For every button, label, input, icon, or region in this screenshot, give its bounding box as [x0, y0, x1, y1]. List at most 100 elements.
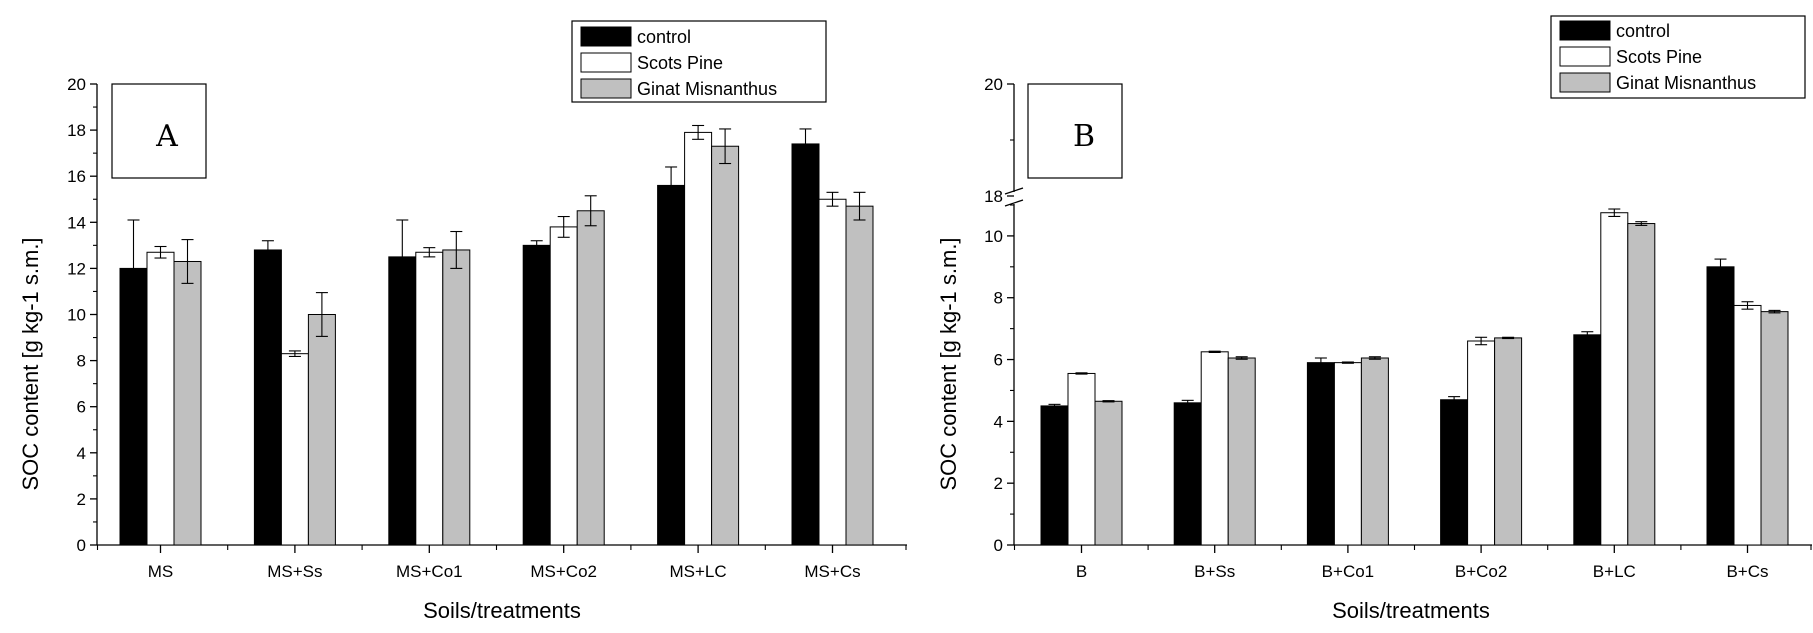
error-bar-ginat-misnanthus-ms-co1 [450, 230, 463, 269]
bar-ginat-misnanthus-b-co2 [1494, 337, 1523, 546]
error-bar-control-ms-cs [799, 128, 812, 160]
error-bar-ginat-misnanthus-b-cs [1768, 309, 1781, 314]
panel-b-bars [1040, 212, 1789, 546]
category-label-ms-lc: MS+LC [670, 562, 727, 581]
bar-control-ms-co1 [388, 256, 417, 546]
legend-label-control: control [637, 27, 691, 47]
bar-scots-pine-b-cs [1733, 304, 1762, 546]
category-label-ms-co2: MS+Co2 [530, 562, 597, 581]
error-bar-ginat-misnanthus-ms-ss [315, 292, 328, 337]
chart-panel-b: B SOC content [g kg-1 s.m.] Soils/treatm… [936, 15, 1812, 623]
bar-scots-pine-ms-co1 [415, 251, 444, 546]
panel-b-x-ticks [1013, 545, 1812, 553]
error-bar-scots-pine-ms-lc [692, 124, 705, 140]
bar-scots-pine-ms-ss [280, 353, 309, 546]
y-tick-label: 2 [994, 474, 1003, 493]
y-tick-label: 20 [67, 75, 86, 94]
legend-label-scots-pine: Scots Pine [637, 53, 723, 73]
y-tick-label: 10 [67, 306, 86, 325]
panel-a-category-labels: MS MS+Ss MS+Co1 MS+Co2 MS+LC MS+Cs [148, 562, 861, 581]
panel-a-error-bars [127, 124, 866, 358]
bar-ginat-misnanthus-ms-cs [845, 205, 874, 546]
bar-scots-pine-ms-lc [684, 131, 713, 546]
bar-ginat-misnanthus-b [1094, 400, 1123, 546]
bar-scots-pine-ms-co2 [549, 226, 578, 546]
category-label-b-cs: B+Cs [1726, 562, 1768, 581]
bar-control-ms-lc [657, 184, 686, 546]
error-bar-ginat-misnanthus-b-co1 [1368, 356, 1381, 360]
category-label-b-ss: B+Ss [1194, 562, 1235, 581]
bar-control-ms-co2 [522, 244, 551, 546]
panel-a-label: A [155, 119, 178, 154]
panel-a-x-axis [96, 544, 907, 553]
error-bar-scots-pine-b-cs [1741, 301, 1754, 310]
bar-scots-pine-b-ss [1200, 351, 1229, 546]
y-tick-label: 2 [77, 490, 86, 509]
y-tick-label: 20 [984, 75, 1003, 94]
panel-a-label-box [111, 83, 207, 179]
panel-a-y-ticks: 0 2 4 6 8 10 12 14 16 18 20 [67, 75, 97, 555]
error-bar-control-ms-co2 [530, 240, 543, 251]
error-bar-ginat-misnanthus-ms-lc [719, 128, 732, 165]
bar-ginat-misnanthus-ms-co1 [442, 249, 471, 546]
y-tick-label: 4 [77, 444, 86, 463]
bar-scots-pine-ms-cs [818, 198, 847, 546]
bar-ginat-misnanthus-ms-lc [711, 145, 740, 546]
chart-panel-a: A SOC content [g kg-1 s.m.] Soils/treatm… [18, 20, 907, 623]
bar-control-b-ss [1173, 402, 1202, 546]
legend-swatch-ginat-misnanthus [1559, 72, 1611, 93]
bar-control-ms-ss [253, 249, 282, 546]
panel-b-x-axis [1013, 544, 1812, 553]
y-tick-label: 14 [67, 213, 86, 232]
axis-break-stroke-upper [1004, 187, 1024, 195]
panel-b-error-bars [1048, 208, 1781, 409]
bar-ginat-misnanthus-ms-co2 [576, 210, 605, 546]
category-label-b-co2: B+Co2 [1455, 562, 1507, 581]
y-tick-label: 10 [984, 227, 1003, 246]
panel-b-legend: control Scots Pine Ginat Misnanthus [1550, 15, 1806, 99]
y-tick-label: 0 [77, 536, 86, 555]
error-bar-control-b-ss [1181, 399, 1194, 406]
error-bar-ginat-misnanthus-b-ss [1235, 356, 1248, 360]
error-bar-ginat-misnanthus-b-lc [1635, 221, 1648, 226]
bar-ginat-misnanthus-b-co1 [1360, 357, 1389, 546]
category-label-ms-ss: MS+Ss [267, 562, 322, 581]
error-bar-scots-pine-ms-co2 [557, 215, 570, 238]
panel-a-x-ticks [96, 545, 907, 553]
bar-control-b [1040, 405, 1069, 546]
error-bar-control-b-co1 [1314, 357, 1327, 368]
bar-control-ms [119, 267, 148, 546]
bar-scots-pine-b-lc [1600, 212, 1629, 546]
bar-ginat-misnanthus-b-cs [1760, 311, 1789, 546]
legend-swatch-ginat-misnanthus [580, 78, 632, 99]
bar-scots-pine-b-co2 [1467, 340, 1496, 546]
y-tick-label: 6 [77, 398, 86, 417]
error-bar-scots-pine-b [1075, 372, 1088, 375]
error-bar-control-b [1048, 403, 1061, 409]
legend-swatch-scots-pine [580, 52, 632, 73]
bar-ginat-misnanthus-ms-ss [307, 314, 336, 546]
panel-b-x-axis-title: Soils/treatments [1332, 598, 1490, 623]
panel-b-label-box [1027, 83, 1123, 179]
y-tick-label: 8 [77, 352, 86, 371]
bar-control-b-cs [1706, 266, 1735, 546]
category-label-ms-cs: MS+Cs [804, 562, 860, 581]
bar-ginat-misnanthus-ms [173, 260, 202, 546]
error-bar-control-b-cs [1714, 258, 1727, 276]
legend-label-ginat-misnanthus: Ginat Misnanthus [1616, 73, 1756, 93]
panel-b-label: B [1073, 119, 1095, 154]
error-bar-control-ms-ss [261, 240, 274, 260]
legend-swatch-control [1559, 20, 1611, 41]
axis-break-stroke-lower [1004, 199, 1024, 207]
error-bar-ginat-misnanthus-b [1102, 400, 1115, 403]
category-label-b-lc: B+LC [1593, 562, 1636, 581]
error-bar-scots-pine-b-lc [1608, 208, 1621, 217]
bar-scots-pine-ms [146, 251, 175, 546]
error-bar-control-ms-lc [665, 166, 678, 205]
bar-control-b-lc [1573, 334, 1602, 546]
error-bar-ginat-misnanthus-b-co2 [1502, 336, 1515, 340]
panel-b-y-axis: 0 2 4 6 8 10 18 20 [984, 75, 1024, 555]
bar-scots-pine-b [1067, 372, 1096, 546]
error-bar-ginat-misnanthus-ms [181, 239, 194, 284]
